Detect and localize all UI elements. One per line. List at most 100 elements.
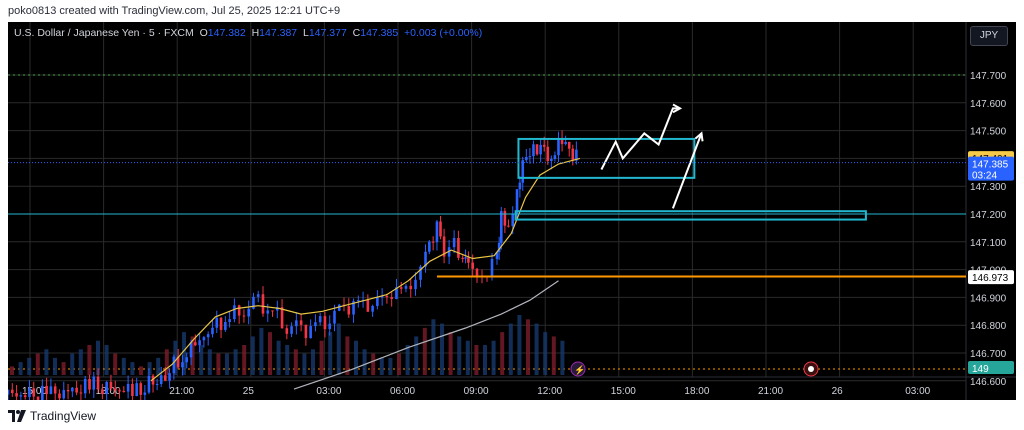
candle-body bbox=[202, 337, 206, 341]
candle-body bbox=[546, 146, 550, 162]
volume-bar bbox=[44, 349, 49, 375]
volume-bar bbox=[543, 332, 548, 375]
candle-body bbox=[528, 156, 532, 158]
support-price-badge-text: 146.973 bbox=[972, 273, 1009, 284]
candle-body bbox=[105, 381, 108, 395]
candle-body bbox=[92, 376, 96, 390]
candle-body bbox=[172, 356, 176, 374]
lightning-event-glyph: ⚡ bbox=[574, 364, 585, 376]
footer: TradingView bbox=[8, 406, 96, 426]
y-tick-label: 147.100 bbox=[970, 238, 1007, 249]
x-tick-label: 21:00 bbox=[169, 386, 194, 397]
candle-body bbox=[211, 327, 214, 335]
candle-body bbox=[414, 279, 417, 290]
x-tick-label: 15:00 bbox=[611, 386, 636, 397]
candle-body bbox=[304, 324, 308, 339]
candle-body bbox=[15, 393, 18, 397]
candle-body bbox=[271, 310, 274, 312]
volume-bar bbox=[78, 349, 83, 375]
tradingview-brand[interactable]: TradingView bbox=[30, 409, 97, 423]
volume-bar bbox=[345, 336, 350, 375]
candle-body bbox=[464, 257, 467, 259]
volume-bar bbox=[182, 332, 186, 375]
volume-bar bbox=[336, 323, 341, 375]
volume-bar bbox=[156, 357, 161, 375]
candle-body bbox=[511, 214, 515, 227]
volume-bar bbox=[328, 332, 333, 375]
volume-bar bbox=[225, 353, 229, 375]
candle-body bbox=[328, 323, 332, 330]
volume-bar bbox=[508, 323, 513, 375]
y-tick-label: 146.600 bbox=[970, 377, 1007, 388]
candle-body bbox=[521, 160, 525, 183]
candle-body bbox=[385, 295, 389, 298]
ohlc-legend: U.S. Dollar / Japanese Yen · 5 · FXCM O1… bbox=[14, 27, 482, 39]
current-price-badge bbox=[968, 156, 1014, 181]
chart-frame[interactable]: 147.700147.600147.500147.400147.300147.2… bbox=[8, 22, 1016, 400]
candle-body bbox=[323, 316, 327, 330]
y-tick-label: 147.200 bbox=[970, 210, 1007, 221]
price-chart[interactable]: 147.700147.600147.500147.400147.300147.2… bbox=[8, 22, 1016, 400]
arrow-head bbox=[672, 103, 683, 114]
volume-bar bbox=[250, 336, 255, 375]
volume-bar bbox=[35, 353, 40, 375]
candle-body bbox=[247, 308, 250, 317]
candle-body bbox=[75, 387, 78, 393]
close-value: 147.385 bbox=[360, 27, 399, 39]
currency-button[interactable]: JPY bbox=[970, 26, 1008, 46]
candle-body bbox=[10, 389, 14, 394]
candle-body bbox=[497, 242, 501, 253]
candle-body bbox=[88, 378, 91, 390]
volume-bar bbox=[216, 353, 221, 375]
y-tick-label: 146.900 bbox=[970, 293, 1007, 304]
volume-bar bbox=[10, 366, 14, 375]
candle-body bbox=[380, 295, 384, 298]
candle-body bbox=[242, 315, 246, 317]
us-flag-event-dot bbox=[808, 366, 814, 372]
candle-body bbox=[189, 342, 193, 358]
zone-rectangle bbox=[514, 210, 867, 221]
candle-body bbox=[532, 144, 535, 157]
candle-body bbox=[151, 375, 155, 385]
candle-body bbox=[143, 392, 147, 395]
candle-body bbox=[168, 373, 171, 381]
candle-body bbox=[159, 375, 163, 385]
close-label: C bbox=[352, 27, 361, 39]
tradingview-logo-icon[interactable] bbox=[8, 410, 26, 422]
candle-body bbox=[299, 320, 303, 325]
x-tick-label: 26 bbox=[832, 386, 844, 397]
low-value: 147.377 bbox=[308, 27, 347, 39]
ma-slow-line bbox=[293, 280, 559, 390]
candle-body bbox=[419, 266, 422, 280]
x-tick-label: 03:00 bbox=[316, 386, 341, 397]
candle-body bbox=[71, 387, 74, 392]
candle-body bbox=[181, 362, 184, 368]
candle-body bbox=[395, 287, 398, 300]
candle-body bbox=[147, 375, 151, 393]
x-tick-label: 09:00 bbox=[464, 386, 489, 397]
x-tick-label: 06:00 bbox=[390, 386, 415, 397]
candle-body bbox=[126, 383, 130, 392]
candle-body bbox=[83, 378, 87, 394]
candle-body bbox=[550, 158, 553, 162]
volume-bar bbox=[147, 362, 152, 375]
volume-bar bbox=[61, 362, 66, 375]
volume-bar bbox=[293, 349, 298, 375]
candle-body bbox=[113, 388, 117, 391]
high-label: H bbox=[251, 27, 260, 39]
volume-bar bbox=[319, 340, 324, 375]
candle-body bbox=[275, 307, 279, 311]
volume-bar bbox=[242, 345, 247, 375]
candle-body bbox=[66, 389, 70, 392]
candle-body bbox=[507, 225, 510, 227]
volume-bar bbox=[500, 332, 505, 375]
candle-body bbox=[252, 296, 255, 309]
candle-body bbox=[309, 326, 312, 339]
candle-body bbox=[399, 287, 403, 289]
candle-body bbox=[409, 285, 413, 290]
candle-body bbox=[256, 294, 260, 297]
volume-bar bbox=[18, 362, 23, 375]
candle-body bbox=[155, 384, 159, 386]
candle-body bbox=[135, 383, 138, 396]
candle-body bbox=[535, 144, 539, 155]
